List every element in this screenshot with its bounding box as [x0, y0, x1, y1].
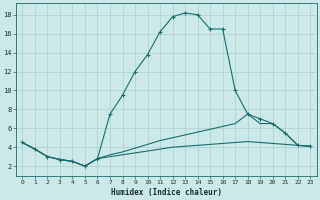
X-axis label: Humidex (Indice chaleur): Humidex (Indice chaleur) [111, 188, 222, 197]
